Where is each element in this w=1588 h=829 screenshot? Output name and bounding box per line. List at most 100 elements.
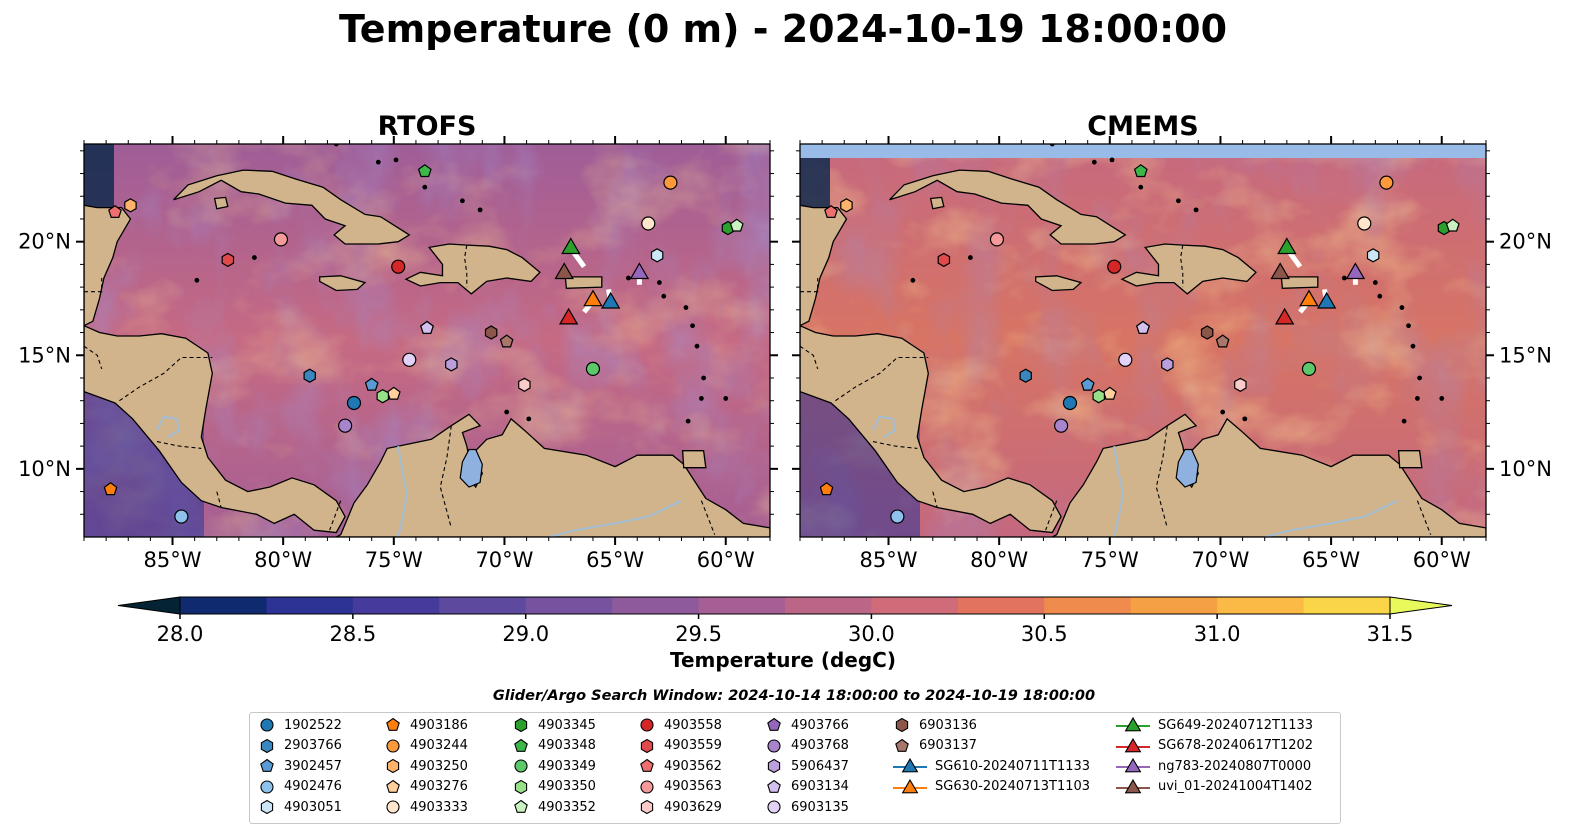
legend-item: 4903559 — [638, 736, 722, 756]
hexagon-marker-icon — [895, 717, 909, 733]
argo-marker-4903563 — [989, 232, 1005, 247]
argo-marker-4903558 — [1107, 259, 1122, 274]
pentagon-marker-icon — [514, 738, 528, 752]
country-border — [84, 278, 103, 293]
hexagon-marker-icon — [260, 738, 274, 753]
legend-item-label: 2903766 — [284, 738, 342, 754]
legend-item-label: 6903135 — [791, 799, 849, 815]
argo-marker-5906437 — [1161, 357, 1174, 372]
legend-item-label: SG649-20240712T1133 — [1158, 717, 1314, 733]
legend-item-label: SG630-20240713T1103 — [935, 779, 1091, 795]
island — [1109, 157, 1115, 163]
legend-item-label: 4903766 — [791, 717, 849, 733]
lon-tick-label: 60°W — [1413, 548, 1471, 572]
colorbar: 28.0 28.5 29.0 29.5 30.0 30.5 31.0 31.5 Temperat… — [117, 596, 1453, 672]
legend-item: 1902522 — [258, 715, 342, 735]
colorbar-extend-min — [117, 596, 181, 615]
river — [397, 445, 409, 537]
glider-marker-ng783-20240807T0000 — [1345, 262, 1366, 280]
legend-item: 4903562 — [638, 756, 722, 776]
island — [685, 418, 691, 424]
colorbar-segment — [266, 597, 354, 614]
triangle-marker-icon — [1116, 778, 1150, 794]
country-border — [800, 278, 819, 293]
rtofs-panel-title: RTOFS — [378, 111, 477, 142]
legend-item: 4903563 — [638, 777, 722, 797]
island — [460, 198, 465, 204]
argo-marker-6903135 — [402, 352, 417, 367]
cmems-map — [800, 126, 1486, 537]
legend-item: SG649-20240712T1133 — [1116, 715, 1313, 735]
colorbar-segment — [525, 597, 613, 614]
country-border — [156, 441, 202, 449]
island — [1417, 375, 1423, 381]
argo-marker-4903333 — [641, 216, 656, 231]
colorbar-segment — [180, 597, 267, 614]
argo-marker-4903559 — [221, 252, 235, 268]
lon-tick-label: 80°W — [254, 548, 312, 572]
legend-item: SG678-20240617T1202 — [1116, 736, 1313, 756]
legend-item-label: 5906437 — [791, 758, 849, 774]
land-central-america — [84, 324, 346, 534]
circle-marker-icon — [260, 780, 274, 794]
argo-marker-4903349 — [585, 361, 601, 376]
land-hispaniola — [404, 243, 541, 295]
legend-item-label: 4903244 — [410, 738, 468, 754]
island — [1439, 396, 1445, 401]
colorbar-segment — [1044, 597, 1132, 614]
legend-item: uvi_01-20241004T1402 — [1116, 777, 1312, 797]
legend-item-label: 4903558 — [664, 717, 722, 733]
island — [1138, 184, 1144, 190]
legend-item: 4902476 — [258, 777, 342, 797]
glider-marker-SG630-20240713T1103 — [1299, 289, 1319, 307]
argo-marker-4903563 — [273, 232, 289, 247]
colorbar-segment — [1217, 597, 1305, 614]
island — [986, 126, 991, 131]
legend-item-label: 4903333 — [410, 799, 468, 815]
legend-item-label: 3902457 — [284, 758, 342, 774]
lat-tick-label: 20°N — [18, 230, 71, 254]
lat-tick-label: 20°N — [1499, 230, 1552, 254]
colorbar-tick-label: 28.5 — [329, 622, 376, 646]
island — [694, 343, 700, 349]
land-jamaica — [1035, 275, 1083, 292]
no-data-band — [800, 144, 1486, 158]
argo-marker-4903186 — [103, 482, 118, 496]
argo-marker-4903250 — [124, 198, 137, 213]
cmems-panel-title: CMEMS — [1087, 111, 1198, 142]
island — [393, 157, 399, 163]
land-south-america — [1051, 413, 1486, 537]
legend-item-label: 4903563 — [664, 779, 722, 795]
circle-marker-icon — [260, 718, 274, 732]
legend-item-label: 4903349 — [538, 758, 596, 774]
legend-item: 4903348 — [512, 736, 596, 756]
colorbar-segment — [1130, 597, 1218, 614]
colorbar-segment — [785, 597, 872, 614]
legend-item-label: 4903350 — [538, 779, 596, 795]
legend-item-label: 4903629 — [664, 799, 722, 815]
hexagon-marker-icon — [514, 717, 528, 733]
rtofs-panel: RTOFS 85°W 80°W 75°W 70°W 65°W 60°W 10°N 15°N 20°… — [18, 111, 778, 572]
island — [375, 159, 381, 165]
lon-tick-label: 80°W — [970, 548, 1028, 572]
island — [1242, 416, 1248, 422]
hexagon-marker-icon — [386, 759, 400, 774]
argo-marker-4903276 — [386, 386, 401, 400]
argo-marker-4902476 — [174, 509, 189, 524]
legend-title: Glider/Argo Search Window: 2024-10-14 18… — [492, 688, 1096, 704]
glider-marker-SG610-20240711T1133 — [600, 291, 621, 309]
circle-marker-icon — [386, 800, 400, 814]
legend-item: SG630-20240713T1103 — [893, 777, 1090, 797]
country-border — [835, 356, 929, 402]
lon-tick-label: 70°W — [1191, 548, 1249, 572]
land-isla-juventud — [213, 196, 229, 210]
colorbar-segment — [439, 597, 527, 614]
colorbar-tick-label: 31.0 — [1194, 622, 1241, 646]
argo-marker-6903136 — [484, 325, 498, 340]
glider-marker-SG678-20240617T1202 — [1274, 307, 1295, 325]
legend-item: 4903244 — [384, 736, 468, 756]
colorbar-tick-label: 30.5 — [1021, 622, 1068, 646]
argo-marker-4903244 — [1379, 175, 1394, 190]
argo-marker-4902476 — [890, 509, 905, 524]
